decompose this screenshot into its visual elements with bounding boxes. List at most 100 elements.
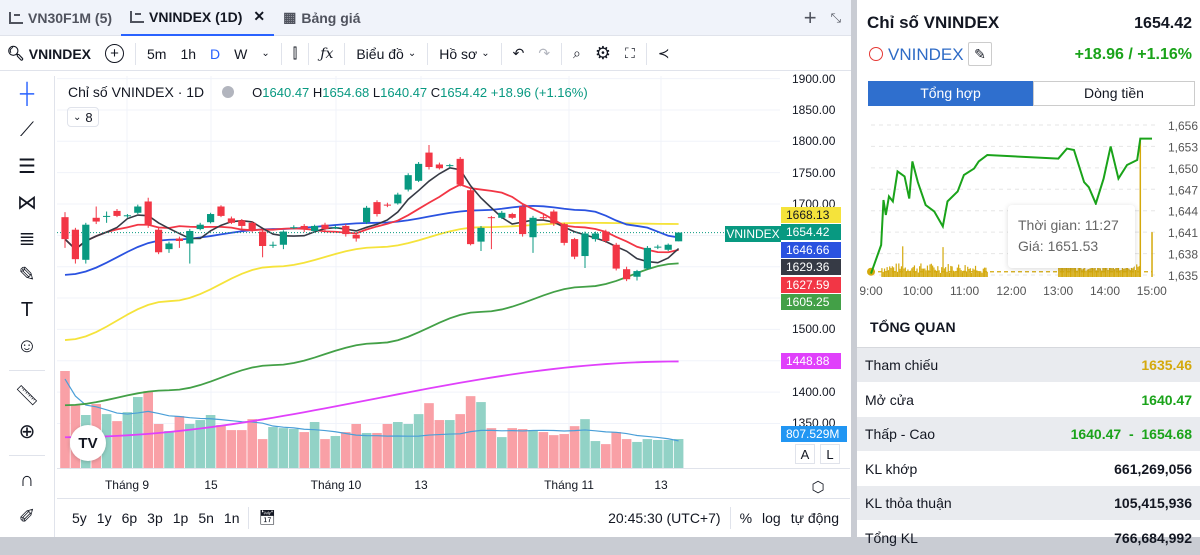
range-1p[interactable]: 1p: [172, 509, 189, 526]
indicator-count: 8: [85, 109, 93, 125]
indicators-button[interactable]: ƒx: [313, 37, 340, 71]
x-tick: Tháng 11: [544, 478, 594, 492]
close-icon[interactable]: ✕: [253, 8, 266, 24]
log-scale-button[interactable]: log: [762, 509, 781, 526]
quick-search-icon: ⌕: [573, 45, 581, 61]
go-to-date-button[interactable]: 📅︎: [253, 509, 281, 526]
candle-type-button[interactable]: ⫿: [286, 37, 304, 71]
pattern-tool[interactable]: ⋈: [9, 186, 45, 218]
candle: [633, 271, 641, 277]
candle: [581, 233, 589, 257]
share-button[interactable]: ≺: [651, 37, 677, 71]
symbol-search-button[interactable]: 🔍︎ VNINDEX: [0, 37, 98, 71]
candle: [560, 224, 568, 243]
quote-symbol-link[interactable]: VNINDEX: [888, 45, 964, 64]
row-label: KL khớp: [865, 460, 918, 477]
candle: [404, 175, 412, 190]
volume-bar: [497, 437, 507, 468]
y-tick: 1,635: [1168, 269, 1198, 283]
volume-bar: [528, 430, 538, 468]
compare-add-button[interactable]: +: [98, 37, 131, 71]
divider: [280, 42, 282, 65]
volume-bar: [653, 439, 663, 468]
magnet-tool[interactable]: ∩: [9, 464, 45, 496]
interval-d[interactable]: D: [210, 45, 221, 62]
tab-vn30f1m[interactable]: VN30F1M (5): [0, 0, 121, 36]
crosshair-tool[interactable]: ┼: [9, 78, 45, 110]
percent-scale-button[interactable]: %: [739, 509, 753, 526]
candle: [227, 218, 235, 223]
volume-bar: [237, 430, 247, 468]
interval-w[interactable]: W: [234, 45, 248, 62]
range-1y[interactable]: 1y: [96, 509, 112, 526]
text-tool[interactable]: T: [9, 294, 45, 326]
volume-bar: [101, 414, 112, 468]
emoji-tool[interactable]: ☺: [9, 330, 45, 362]
zoom-tool[interactable]: ⊕: [9, 415, 45, 447]
intraday-price-line: [870, 137, 1153, 274]
volume-bar: [476, 402, 486, 468]
undo-button[interactable]: ↶: [506, 37, 532, 71]
range-5y[interactable]: 5y: [72, 509, 87, 526]
price-tick: 1750.00: [792, 165, 836, 180]
candle: [394, 194, 402, 204]
overview-row: Thấp - Cao 1640.47 - 1654.68: [857, 417, 1200, 451]
intraday-chart[interactable]: 1,656 1,653 1,650 1,647 1,644 1,641 1,638 1,635…: [857, 110, 1200, 305]
lock-drawing-tool[interactable]: ✐: [9, 500, 45, 532]
candle: [321, 224, 329, 230]
chevron-down-icon: ⌄: [261, 48, 270, 59]
auto-scale-button[interactable]: tự động: [790, 509, 839, 526]
y-tick: 1,647: [1168, 183, 1198, 197]
row-value: 1635.46: [1141, 357, 1192, 373]
fib-tool[interactable]: ≣: [9, 222, 45, 254]
quick-search-button[interactable]: ⌕: [566, 37, 588, 71]
trend-line-tool[interactable]: ⟋: [9, 114, 45, 146]
price-chart[interactable]: [57, 76, 780, 468]
row-label: Mở cửa: [865, 391, 914, 408]
volume-bar: [112, 421, 122, 468]
interval-1h[interactable]: 1h: [180, 45, 197, 62]
brush-tool[interactable]: ✎: [9, 258, 45, 290]
edit-button[interactable]: ✎: [968, 42, 992, 66]
candle: [519, 206, 527, 235]
tab-tong-hop[interactable]: Tổng hợp: [868, 81, 1033, 106]
profile-dropdown[interactable]: Hồ sơ ⌄: [432, 37, 496, 71]
scale-auto-button[interactable]: A: [795, 444, 815, 464]
time-axis-settings-icon[interactable]: ⬡: [811, 479, 825, 496]
volume-bar: [601, 444, 611, 468]
volume-bar: [403, 423, 413, 468]
tab-dong-tien[interactable]: Dòng tiền: [1033, 81, 1195, 106]
tab-bang-gia[interactable]: ▦ Bảng giá: [274, 0, 369, 36]
price-axis[interactable]: 1900.00 1850.00 1800.00 1750.00 1700.00 1500.…: [780, 72, 850, 468]
tab-bar: VN30F1M (5) VNINDEX (1D) ✕ ▦ Bảng giá + ⤡: [0, 0, 851, 36]
tab-vnindex[interactable]: VNINDEX (1D) ✕: [121, 0, 275, 36]
y-tick: 1,638: [1168, 248, 1198, 262]
time-axis[interactable]: Tháng 9 15 Tháng 10 13 Tháng 11 13 ⬡: [57, 468, 850, 498]
scale-log-button[interactable]: L: [820, 444, 840, 464]
ruler-tool[interactable]: 📏︎: [9, 379, 45, 411]
volume-bar: [268, 427, 278, 468]
x-tick: 14:00: [1090, 284, 1120, 298]
indicators-toggle[interactable]: ⌄ 8: [67, 107, 99, 127]
redo-button[interactable]: ↷: [531, 37, 557, 71]
candle: [612, 244, 620, 269]
minimize-icon[interactable]: ⤡: [830, 9, 841, 25]
horizontal-lines-tool[interactable]: ☰: [9, 150, 45, 182]
row-label: Tổng KL: [865, 529, 918, 546]
range-3p[interactable]: 3p: [147, 509, 163, 526]
chart-type-dropdown[interactable]: Biểu đồ ⌄: [349, 37, 423, 71]
price-label: 1668.13: [781, 207, 841, 223]
trend-line-icon: ⟋: [20, 118, 34, 141]
candle: [123, 215, 131, 217]
fullscreen-button[interactable]: ⛶: [618, 37, 642, 71]
range-6p[interactable]: 6p: [121, 509, 138, 526]
range-5n[interactable]: 5n: [198, 509, 214, 526]
settings-button[interactable]: ⚙︎: [588, 37, 618, 71]
volume-bar: [673, 438, 684, 468]
add-tab-icon[interactable]: +: [803, 4, 817, 30]
chart-window: VN30F1M (5) VNINDEX (1D) ✕ ▦ Bảng giá + ⤡ …: [0, 0, 853, 537]
interval-5m[interactable]: 5m: [147, 45, 167, 62]
volume-bar: [663, 439, 673, 468]
range-1n[interactable]: 1n: [223, 509, 240, 526]
interval-dropdown[interactable]: ⌄: [254, 37, 276, 71]
